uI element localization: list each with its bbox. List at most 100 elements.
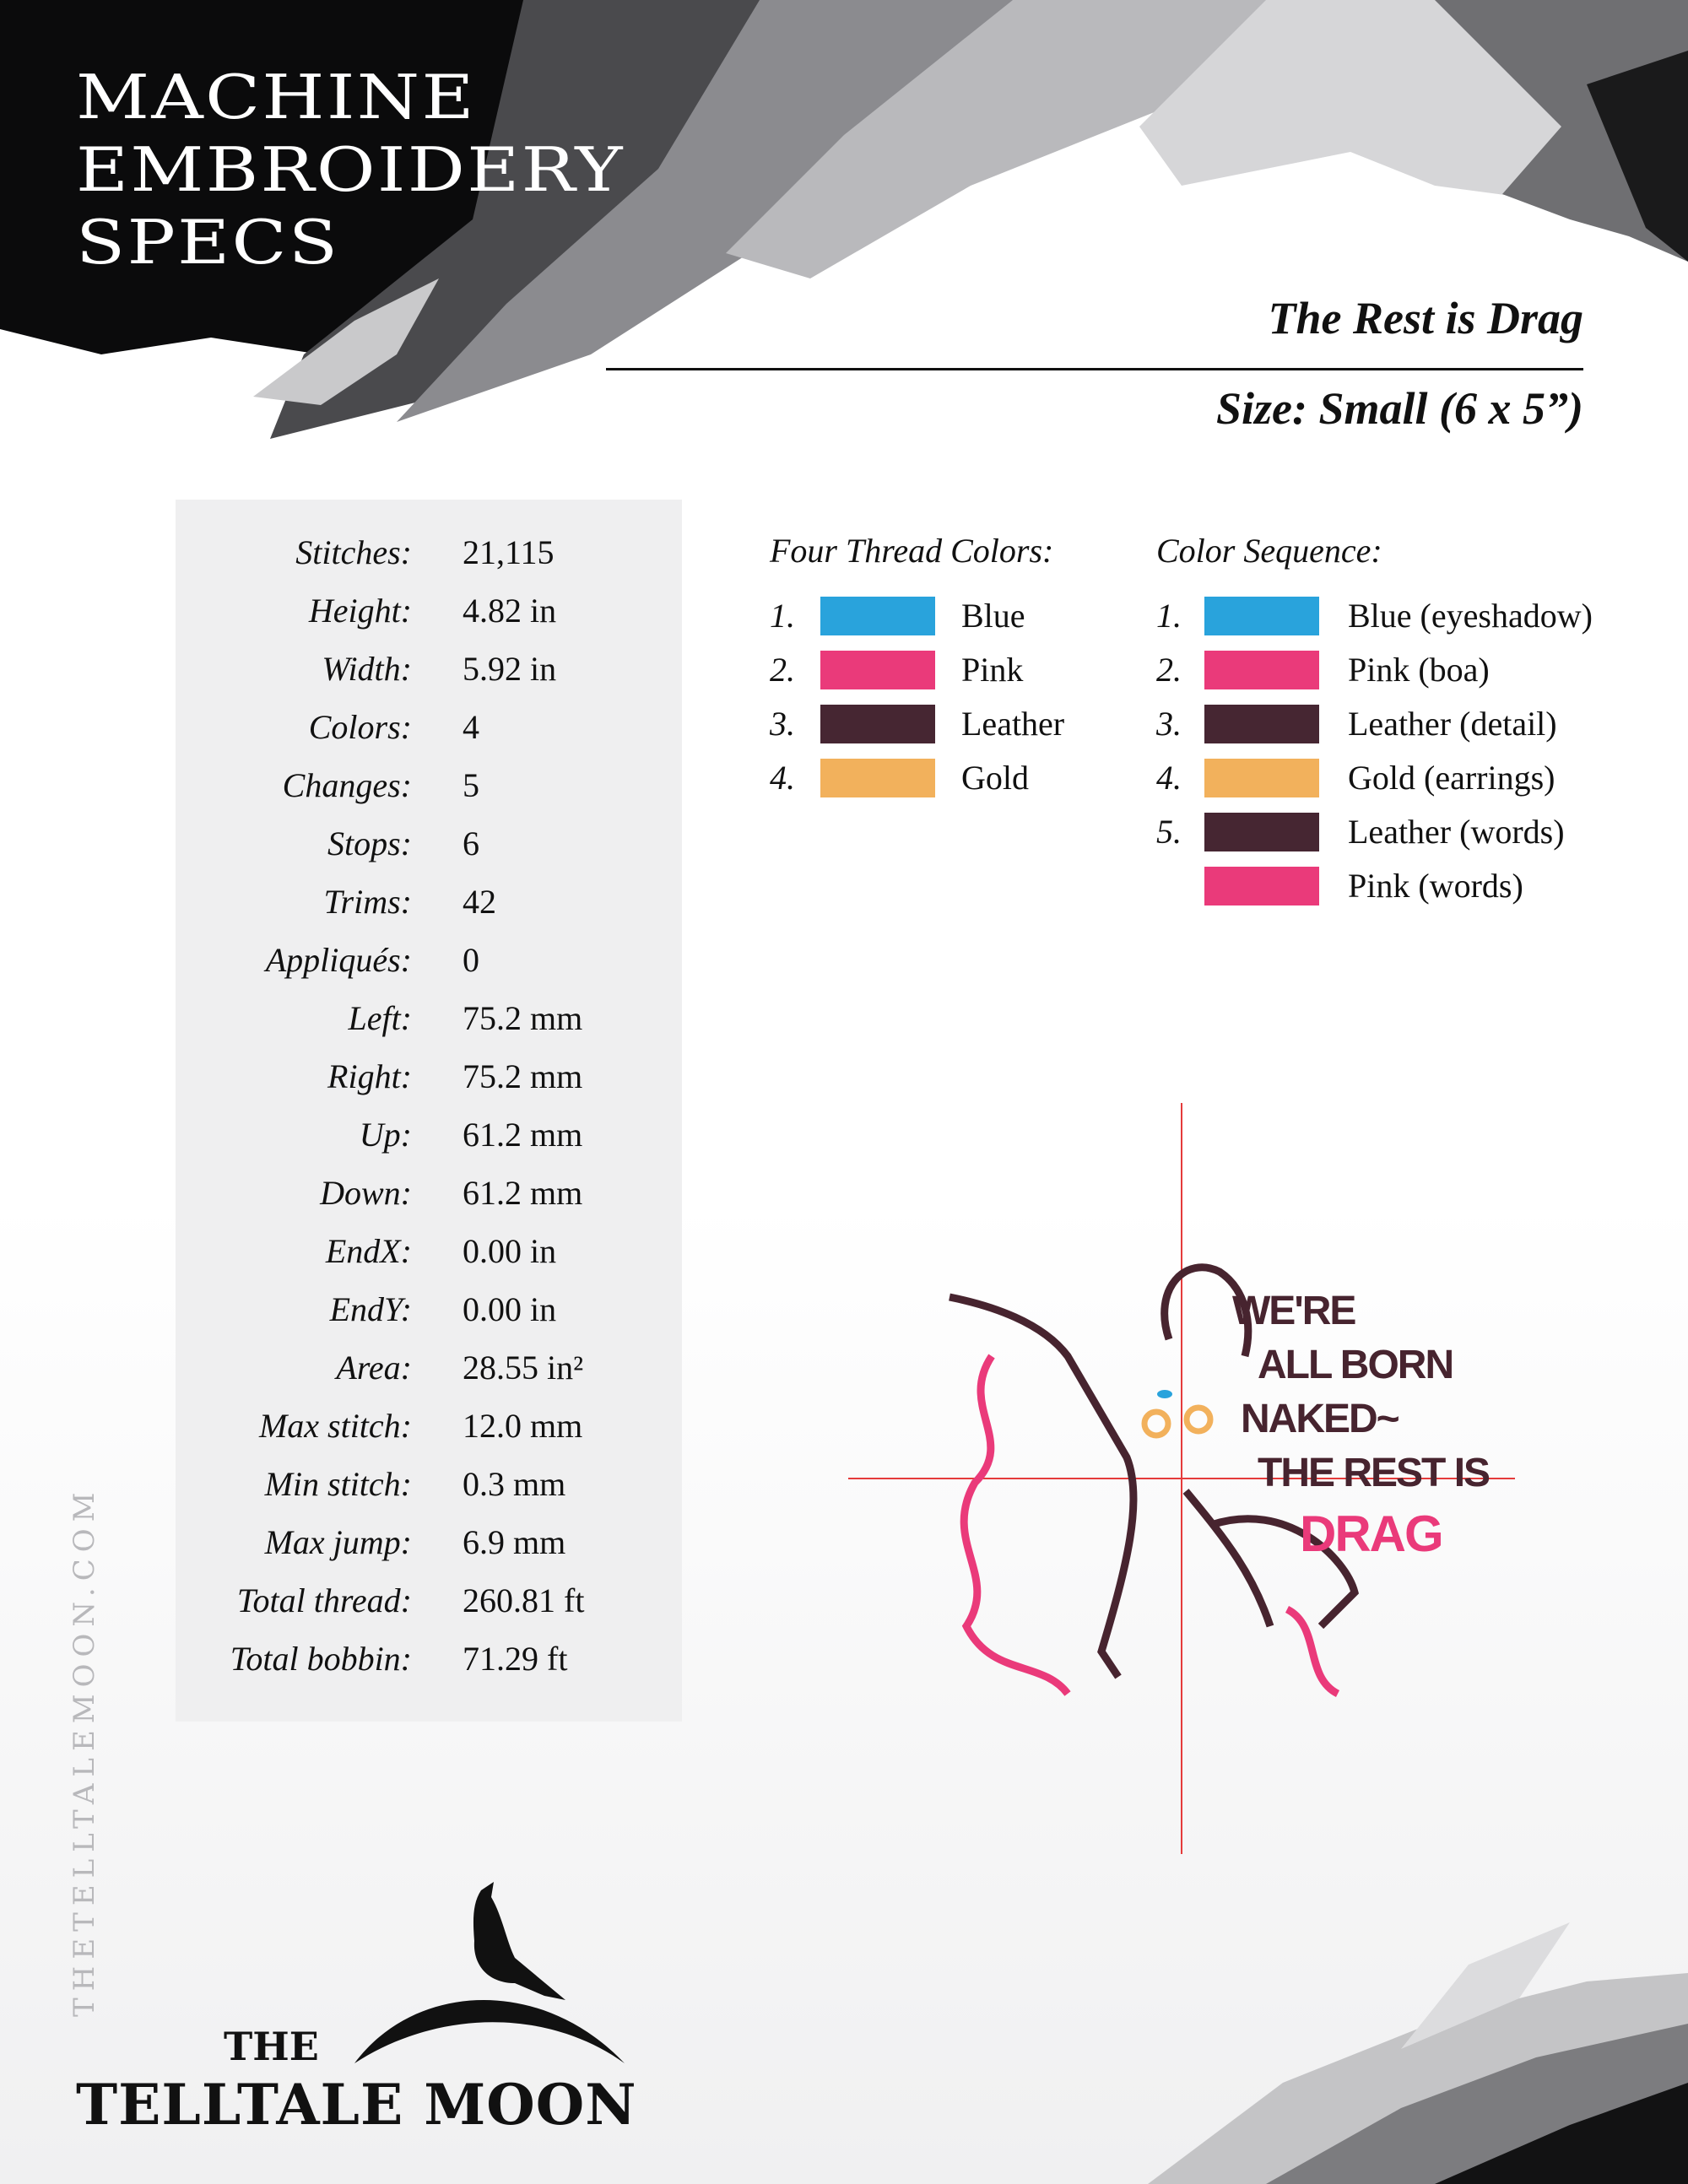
figure-outline (949, 1263, 1359, 1679)
color-name: Pink (boa) (1348, 651, 1490, 689)
stat-label: Down: (320, 1174, 412, 1212)
stat-value: 4 (463, 708, 479, 746)
color-number: 3. (770, 705, 795, 743)
stat-row: Changes: 5 (176, 765, 682, 815)
stat-value: 75.2 mm (463, 1057, 583, 1095)
stat-row: EndY: 0.00 in (176, 1289, 682, 1339)
earring (1183, 1404, 1214, 1435)
logo-text-the: THE (224, 2024, 319, 2069)
stat-value: 75.2 mm (463, 999, 583, 1037)
stat-value: 28.55 in² (463, 1349, 584, 1387)
color-swatch (1204, 705, 1319, 743)
color-row: 5. Leather (words) (1156, 811, 1663, 853)
stat-label: Colors: (308, 708, 412, 746)
stat-value: 71.29 ft (463, 1640, 568, 1678)
website-text: THETELLTALEMOON.COM (68, 1485, 101, 2017)
color-number: 3. (1156, 705, 1182, 743)
stat-value: 0 (463, 941, 479, 979)
brush-stroke-footer-graphic (1148, 1922, 1688, 2184)
color-name: Pink (961, 651, 1024, 689)
stat-row: Colors: 4 (176, 706, 682, 757)
color-row: 4. Gold (770, 757, 1141, 799)
stat-label: Total thread: (236, 1581, 412, 1619)
stat-row: Max jump: 6.9 mm (176, 1522, 682, 1572)
color-row: 1. Blue (eyeshadow) (1156, 595, 1663, 637)
stat-row: Stops: 6 (176, 823, 682, 873)
stat-label: EndY: (329, 1290, 412, 1328)
stat-label: Height: (308, 592, 412, 630)
stat-value: 61.2 mm (463, 1116, 583, 1154)
stat-value: 6.9 mm (463, 1523, 566, 1561)
stat-row: Min stitch: 0.3 mm (176, 1463, 682, 1514)
color-row: 3. Leather (detail) (1156, 703, 1663, 745)
design-name: The Rest is Drag (1268, 293, 1583, 343)
stat-row: Up: 61.2 mm (176, 1114, 682, 1165)
stat-label: Changes: (282, 766, 412, 804)
color-number: 5. (1156, 813, 1182, 851)
design-lettering: WE'RE ALL BORN NAKED~ THE REST IS DRAG (1232, 1284, 1491, 1568)
stat-row: Height: 4.82 in (176, 590, 682, 641)
color-swatch (820, 705, 935, 743)
color-swatch (1204, 759, 1319, 797)
stats-panel: Stitches: 21,115 Height: 4.82 in Width: 5.92 … (176, 500, 682, 1722)
color-number: 4. (770, 759, 795, 797)
stat-value: 21,115 (463, 533, 555, 571)
stat-label: Area: (336, 1349, 412, 1387)
stat-row: Down: 61.2 mm (176, 1172, 682, 1223)
stat-row: EndX: 0.00 in (176, 1230, 682, 1281)
color-name: Blue (961, 597, 1025, 635)
stat-row: Area: 28.55 in² (176, 1347, 682, 1397)
thread-colors-heading: Four Thread Colors: (770, 532, 1054, 570)
stat-value: 4.82 in (463, 592, 557, 630)
stat-row: Right: 75.2 mm (176, 1056, 682, 1106)
page-title: MACHINE EMBROIDERY SPECS (76, 61, 625, 278)
color-row: 1. Blue (770, 595, 1141, 637)
boa-outline (960, 1354, 1340, 1698)
divider (606, 368, 1583, 370)
color-swatch (1204, 651, 1319, 689)
design-text-line: WE'RE (1232, 1289, 1356, 1333)
title-line: SPECS (76, 207, 340, 278)
stat-label: Stitches: (295, 533, 412, 571)
color-row: 2. Pink (770, 649, 1141, 691)
stat-label: Stops: (327, 824, 412, 862)
crow-moon-logo-icon (354, 1882, 625, 2063)
stat-value: 61.2 mm (463, 1174, 583, 1212)
logo-text-main: TELLTALE MOON (76, 2072, 637, 2138)
stat-row: Total thread: 260.81 ft (176, 1580, 682, 1630)
stat-label: Trims: (323, 883, 413, 921)
stat-value: 5 (463, 766, 479, 804)
color-name: Gold (earrings) (1348, 759, 1555, 797)
color-row: 3. Leather (770, 703, 1141, 745)
color-name: Leather (words) (1348, 813, 1565, 851)
brush-stroke-header-graphic (0, 0, 1688, 439)
stat-value: 0.00 in (463, 1232, 557, 1270)
design-preview: WE'RE ALL BORN NAKED~ THE REST IS DRAG (848, 1103, 1515, 1854)
stat-label: Appliqués: (265, 941, 412, 979)
stat-label: Right: (327, 1057, 412, 1095)
stat-label: Left: (348, 999, 412, 1037)
stat-row: Stitches: 21,115 (176, 532, 682, 582)
color-name: Leather (961, 705, 1065, 743)
color-row: 4. Gold (earrings) (1156, 757, 1663, 799)
stat-value: 12.0 mm (463, 1407, 583, 1445)
color-swatch (1204, 813, 1319, 851)
stat-label: Max stitch: (258, 1407, 412, 1445)
color-name: Pink (words) (1348, 867, 1523, 905)
color-number: 4. (1156, 759, 1182, 797)
color-number: 2. (770, 651, 795, 689)
color-number: 1. (770, 597, 795, 635)
color-swatch (820, 651, 935, 689)
color-swatch (1204, 867, 1319, 905)
stat-value: 0.3 mm (463, 1465, 566, 1503)
design-size: Size: Small (6 x 5”) (1215, 383, 1583, 434)
design-text-accent: DRAG (1300, 1506, 1444, 1562)
title-line: EMBROIDERY (76, 134, 625, 205)
stat-value: 5.92 in (463, 650, 557, 688)
crosshair (848, 1103, 1515, 1854)
color-swatch (820, 759, 935, 797)
stat-row: Appliqués: 0 (176, 939, 682, 990)
stat-value: 42 (463, 883, 496, 921)
stat-label: Max jump: (264, 1523, 412, 1561)
color-number: 1. (1156, 597, 1182, 635)
